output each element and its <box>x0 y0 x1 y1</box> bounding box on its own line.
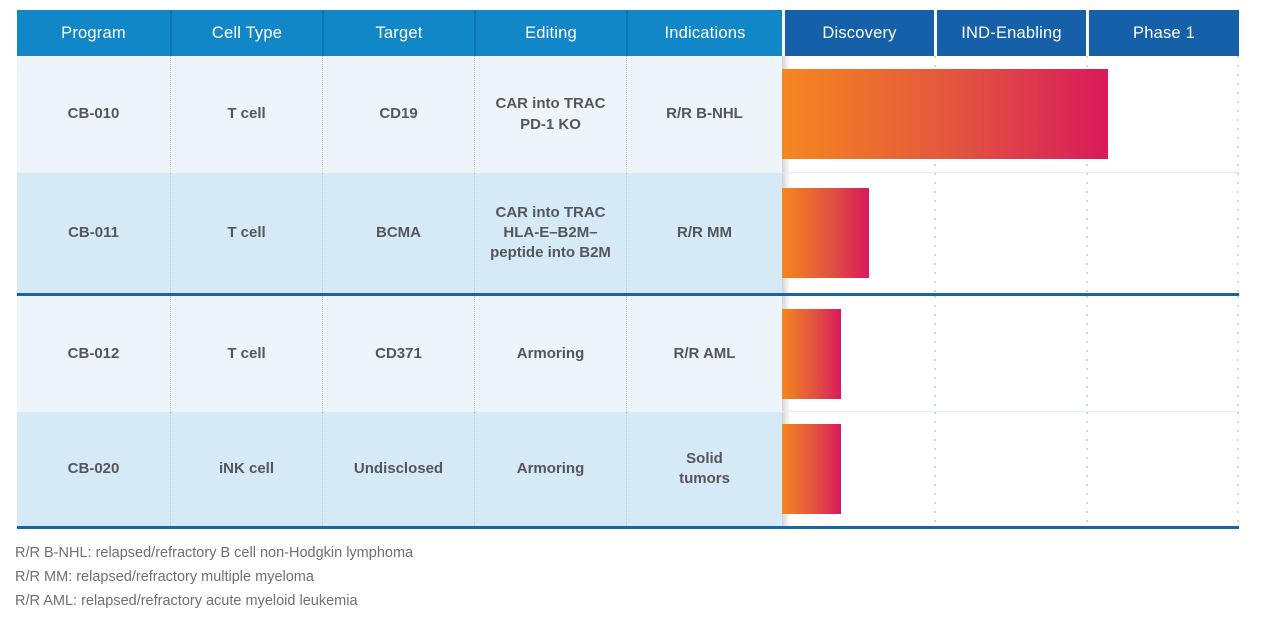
editing-cell: Armoring <box>474 412 626 526</box>
row-info-block: CB-020 iNK cell Undisclosed Armoring Sol… <box>17 412 782 526</box>
editing-cell: CAR into TRAC PD-1 KO <box>474 56 626 173</box>
stage-gridline <box>1237 296 1239 411</box>
progress-bar-cb-012 <box>782 308 841 399</box>
footnotes: R/R B-NHL: relapsed/refractory B cell no… <box>15 542 1271 614</box>
progress-bar-cb-010 <box>782 69 1108 159</box>
stage-gridline <box>1237 56 1239 172</box>
row-info-block: CB-010 T cell CD19 CAR into TRAC PD-1 KO… <box>17 56 782 173</box>
stage-gridline <box>1237 173 1239 293</box>
stage-gridline <box>934 296 936 411</box>
row-info-block: CB-012 T cell CD371 Armoring R/R AML <box>17 296 782 412</box>
stage-gridline <box>1086 412 1088 526</box>
indications-cell: R/R B-NHL <box>626 56 782 173</box>
column-header-discovery: Discovery <box>782 10 934 56</box>
stage-gridline <box>934 412 936 526</box>
progress-track <box>782 296 1239 412</box>
table-row-cb-011: CB-011 T cell BCMA CAR into TRAC HLA-E–B… <box>17 173 1239 293</box>
section-divider <box>17 293 1239 296</box>
column-header-cell-type: Cell Type <box>170 10 322 56</box>
footnote-bnhl: R/R B-NHL: relapsed/refractory B cell no… <box>15 545 414 561</box>
column-header-phase-1: Phase 1 <box>1086 10 1239 56</box>
cell-type-cell: T cell <box>170 173 322 293</box>
bottom-divider <box>17 526 1239 529</box>
row-info-block: CB-011 T cell BCMA CAR into TRAC HLA-E–B… <box>17 173 782 293</box>
stage-gridline <box>1086 173 1088 293</box>
target-cell: BCMA <box>322 173 474 293</box>
program-cell: CB-010 <box>67 105 120 123</box>
column-header-indications: Indications <box>626 10 782 56</box>
column-header-target: Target <box>322 10 474 56</box>
column-header-program: Program <box>17 10 170 56</box>
stage-gridline <box>1086 296 1088 411</box>
column-header-ind-enabling: IND-Enabling <box>934 10 1086 56</box>
cell-type-cell: T cell <box>170 296 322 412</box>
target-cell: CD371 <box>322 296 474 412</box>
table-row-cb-012: CB-012 T cell CD371 Armoring R/R AML <box>17 296 1239 412</box>
pipeline-chart: Program Cell Type Target Editing Indicat… <box>17 10 1239 529</box>
program-cell: CB-011 <box>68 223 119 241</box>
table-row-cb-020: CB-020 iNK cell Undisclosed Armoring Sol… <box>17 412 1239 526</box>
cell-type-cell: iNK cell <box>170 412 322 526</box>
target-cell: Undisclosed <box>322 412 474 526</box>
progress-bar-cb-011 <box>782 188 869 278</box>
footnote-aml: R/R AML: relapsed/refractory acute myelo… <box>15 592 358 609</box>
cell-type-cell: T cell <box>170 56 322 173</box>
progress-track <box>782 56 1239 173</box>
program-cell: CB-012 <box>67 344 120 362</box>
indications-cell: R/R MM <box>626 173 782 293</box>
editing-cell: CAR into TRAC HLA-E–B2M– peptide into B2… <box>474 173 626 293</box>
stage-gridline <box>1237 412 1239 526</box>
progress-track <box>782 173 1239 293</box>
program-cell: CB-020 <box>67 459 120 477</box>
footnote-mm: R/R MM: relapsed/refractory multiple mye… <box>15 568 314 585</box>
stage-gridline <box>934 173 936 293</box>
header-row: Program Cell Type Target Editing Indicat… <box>17 10 1239 56</box>
editing-cell: Armoring <box>474 296 626 412</box>
column-header-editing: Editing <box>474 10 626 56</box>
progress-bar-cb-020 <box>782 424 841 514</box>
indications-cell: R/R AML <box>626 296 782 412</box>
progress-track <box>782 412 1239 526</box>
indications-cell: Solid tumors <box>626 412 782 526</box>
table-row-cb-010: CB-010 T cell CD19 CAR into TRAC PD-1 KO… <box>17 56 1239 173</box>
target-cell: CD19 <box>322 56 474 173</box>
